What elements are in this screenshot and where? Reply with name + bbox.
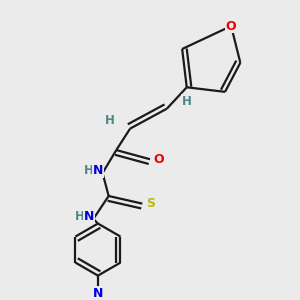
Text: N: N [93, 287, 103, 300]
Text: N: N [84, 210, 94, 223]
Text: S: S [146, 197, 155, 210]
Text: H: H [182, 94, 192, 108]
Text: O: O [226, 20, 236, 32]
Text: O: O [153, 153, 164, 166]
Text: H: H [105, 115, 115, 128]
Text: H: H [75, 210, 85, 223]
Text: H: H [84, 164, 94, 177]
Text: N: N [93, 164, 103, 177]
